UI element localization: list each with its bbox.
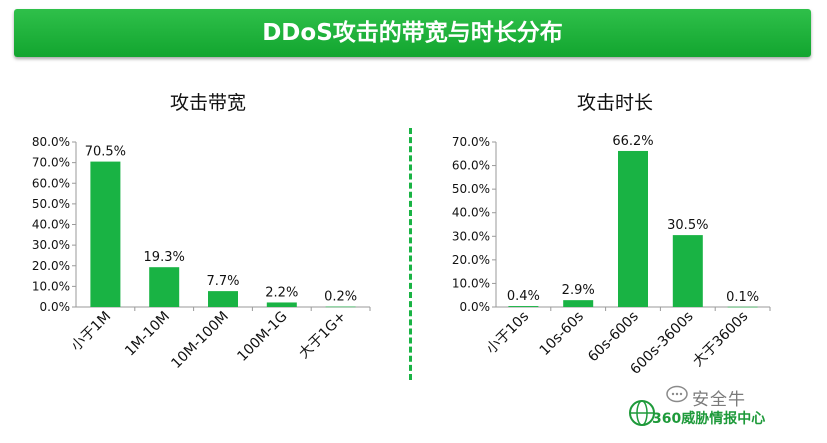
y-tick-label: 70.0%	[452, 135, 490, 149]
data-label: 0.4%	[507, 289, 540, 304]
data-label: 2.9%	[562, 283, 595, 298]
category-label: 60s-600s	[585, 309, 642, 366]
y-tick-label: 50.0%	[452, 182, 490, 196]
y-tick-label: 30.0%	[452, 229, 490, 243]
bar	[728, 307, 758, 308]
category-label: 小于10s	[483, 309, 532, 358]
category-label: 大于3600s	[690, 309, 751, 370]
watermark-top-text: 安全牛	[692, 385, 746, 410]
data-label: 0.1%	[726, 290, 759, 305]
data-label: 30.5%	[667, 218, 708, 233]
bar	[508, 306, 538, 307]
category-label: 10s-60s	[537, 309, 587, 359]
y-tick-label: 40.0%	[452, 206, 490, 220]
bar	[618, 151, 648, 307]
y-tick-label: 10.0%	[452, 276, 490, 290]
watermark-bottom-text: 360威胁情报中心	[652, 408, 765, 428]
y-tick-label: 0.0%	[460, 300, 491, 314]
chat-bubble-icon	[666, 385, 688, 405]
data-label: 66.2%	[612, 134, 653, 149]
watermark: 安全牛 360威胁情报中心	[628, 383, 818, 433]
y-tick-label: 60.0%	[452, 159, 490, 173]
y-tick-label: 20.0%	[452, 253, 490, 267]
bar	[673, 235, 703, 307]
bar	[563, 300, 593, 307]
